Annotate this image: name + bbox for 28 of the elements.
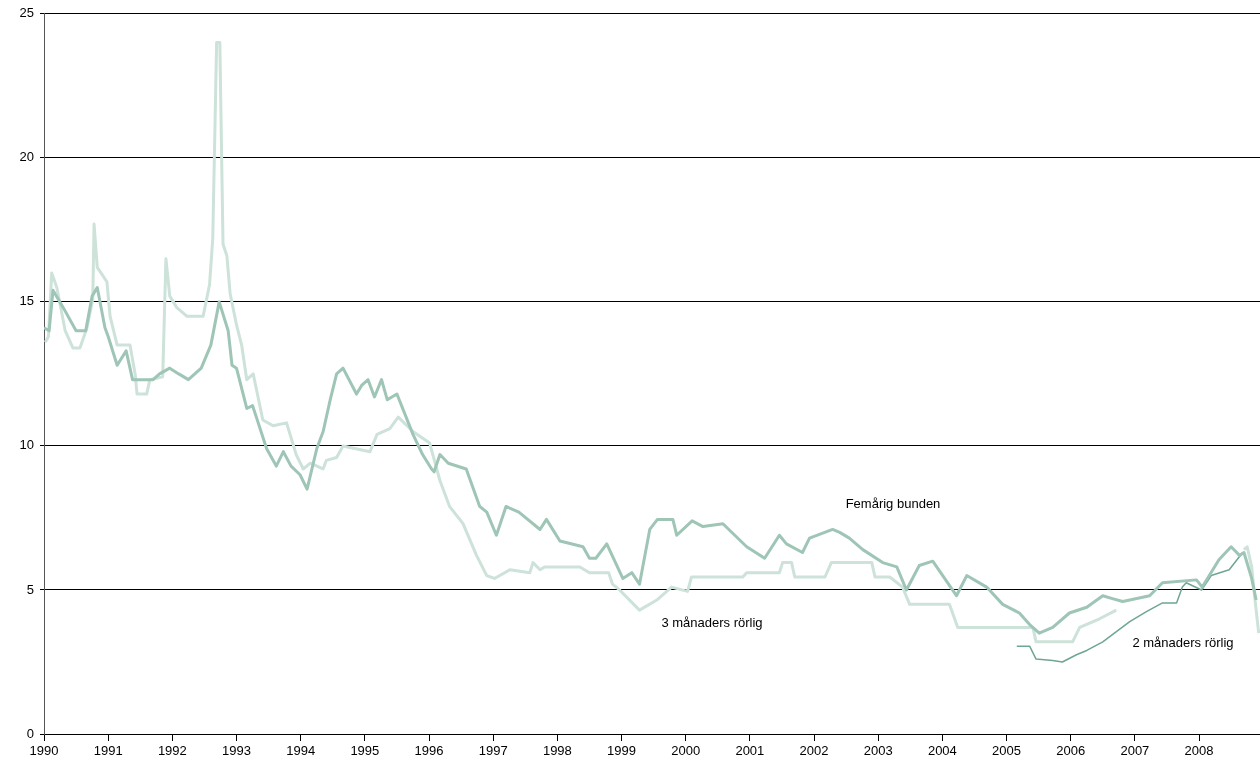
x-tick-label: 2001 [735,743,765,759]
y-tick-label: 15 [19,293,34,309]
x-tick-label: 1991 [93,743,123,759]
x-tick-label: 1999 [607,743,636,759]
x-tick-label: 2008 [1184,743,1214,759]
x-tick-label: 1992 [157,743,187,759]
x-tick-label: 1994 [286,743,316,759]
y-tick-label: 20 [19,149,34,165]
x-tick-label: 2005 [992,743,1021,759]
y-tick-label: 25 [19,5,34,21]
series-label: 3 månaders rörlig [661,614,763,630]
y-tick-label: 10 [19,437,34,453]
x-tick-label: 1998 [542,743,572,759]
x-tick-label: 1997 [478,743,508,759]
x-tick-label: 1993 [222,743,251,759]
x-tick-label: 2003 [863,743,893,759]
x-tick-label: 2000 [671,743,701,759]
y-tick-label: 0 [26,725,34,741]
x-tick-label: 1995 [350,743,380,759]
x-tick-label: 2004 [927,743,957,759]
x-tick-label: 1996 [414,743,444,759]
x-tick-label: 2006 [1056,743,1086,759]
series-label: Femårig bunden [845,495,941,511]
x-tick-label: 2002 [799,743,829,759]
x-tick-label: 2007 [1120,743,1150,759]
series-label: 2 månaders rörlig [1132,634,1234,650]
y-tick-label: 5 [26,581,34,597]
x-tick-label: 1990 [29,743,59,759]
